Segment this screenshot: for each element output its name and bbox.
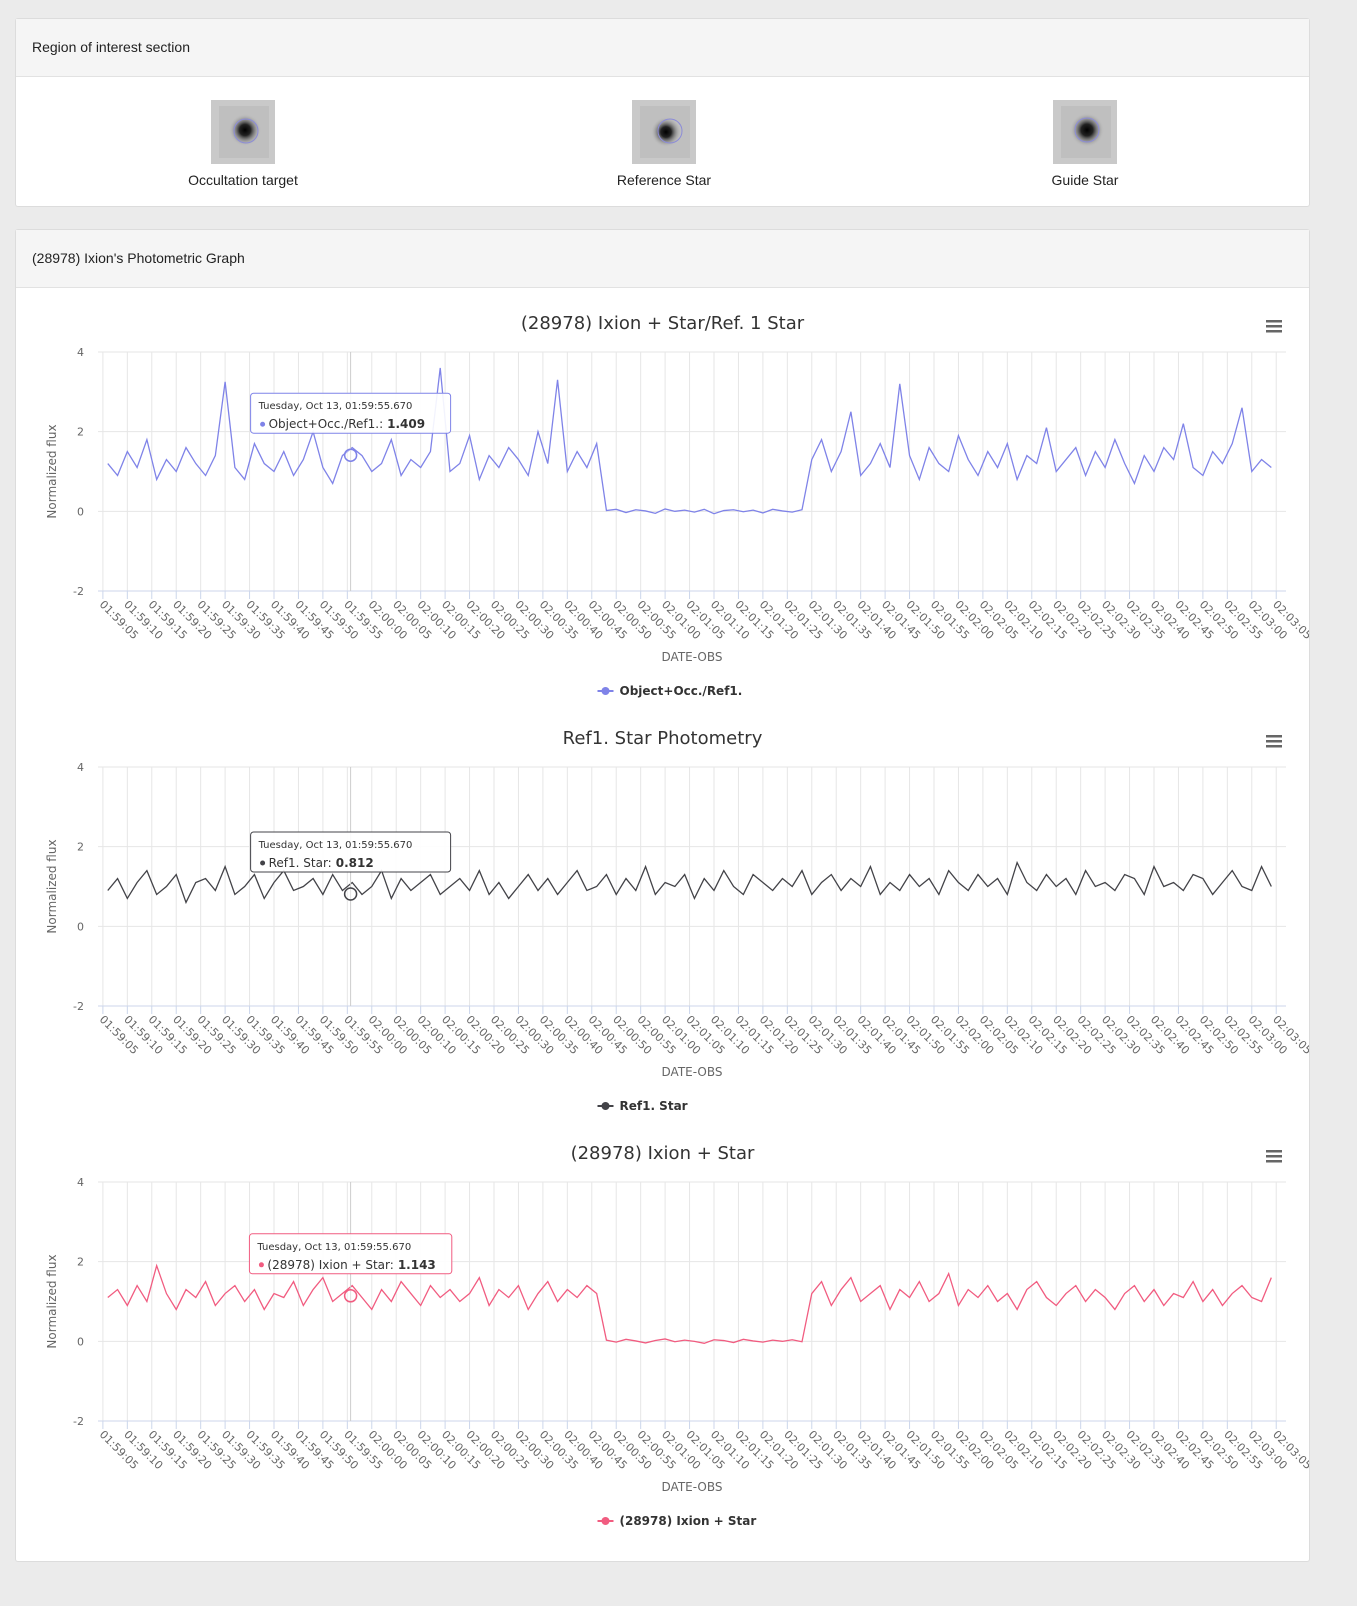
- hover-marker: [343, 1289, 358, 1303]
- y-tick-label: 4: [77, 761, 84, 774]
- menu-button[interactable]: [1266, 1150, 1282, 1163]
- legend-marker: [601, 687, 610, 695]
- menu-bar: [1266, 735, 1282, 738]
- menu-bar: [1266, 1155, 1282, 1158]
- tooltip-line: Object+Occ./Ref1.: 1.409: [269, 417, 426, 431]
- tooltip-label: Object+Occ./Ref1.:: [269, 417, 384, 431]
- roi-label: Occultation target: [188, 172, 298, 188]
- menu-bar: [1266, 320, 1282, 323]
- chart-title: Ref1. Star Photometry: [563, 728, 763, 749]
- hover-marker: [343, 448, 358, 462]
- tooltip-date: Tuesday, Oct 13, 01:59:55.670: [258, 840, 413, 851]
- y-tick-label: -2: [73, 1000, 84, 1013]
- legend-item[interactable]: Ref1. Star: [597, 1099, 688, 1113]
- y-tick-label: 2: [77, 1256, 84, 1269]
- menu-bar: [1266, 740, 1282, 743]
- data-line: [107, 1263, 1272, 1344]
- tooltip: Tuesday, Oct 13, 01:59:55.670 (28978) Ixi…: [248, 1233, 453, 1275]
- roi-thumbnail[interactable]: [1053, 100, 1117, 164]
- tooltip-box: [250, 392, 452, 434]
- menu-bar: [1266, 1160, 1282, 1163]
- chart-title: (28978) Ixion + Star: [571, 1143, 755, 1164]
- menu-bar: [1266, 745, 1282, 748]
- y-tick-label: 4: [77, 1176, 84, 1189]
- tooltip-value: 0.812: [336, 856, 374, 870]
- y-tick-label: 2: [77, 841, 84, 854]
- y-axis-title: Normalized flux: [45, 839, 59, 933]
- tooltip: Tuesday, Oct 13, 01:59:55.670 Object+Occ.…: [250, 392, 452, 434]
- x-axis-title: DATE-OBS: [662, 650, 723, 664]
- legend-marker: [601, 1102, 610, 1110]
- roi-item: Reference Star: [564, 100, 764, 188]
- legend-label: Object+Occ./Ref1.: [620, 684, 743, 698]
- legend-item[interactable]: (28978) Ixion + Star: [597, 1514, 757, 1528]
- menu-bar: [1266, 330, 1282, 333]
- legend-marker: [601, 1517, 610, 1525]
- y-tick-label: 0: [77, 1335, 84, 1348]
- roi-label: Guide Star: [1051, 172, 1119, 188]
- tooltip-bullet: [260, 860, 266, 866]
- x-axis-title: DATE-OBS: [662, 1065, 723, 1079]
- panel-title: (28978) Ixion's Photometric Graph: [16, 230, 1309, 288]
- tooltip-date: Tuesday, Oct 13, 01:59:55.670: [256, 1242, 411, 1253]
- y-tick-label: -2: [73, 585, 84, 598]
- legend-item[interactable]: Object+Occ./Ref1.: [597, 684, 743, 698]
- data-line: [107, 367, 1272, 515]
- tooltip-box: [250, 831, 452, 873]
- y-tick-label: 2: [77, 426, 84, 439]
- roi-thumbnail[interactable]: [211, 100, 275, 164]
- tooltip-box: [248, 1233, 453, 1275]
- roi-panel: Region of interest section Occultation t…: [15, 18, 1310, 207]
- legend-label: (28978) Ixion + Star: [620, 1514, 757, 1528]
- tooltip-value: 1.143: [398, 1258, 436, 1272]
- menu-bar: [1266, 325, 1282, 328]
- hover-marker: [343, 887, 358, 901]
- tooltip-bullet: [258, 1262, 264, 1268]
- menu-button[interactable]: [1266, 320, 1282, 333]
- chart: Ref1. Star Photometry01:59:0501:59:1001:…: [45, 728, 1309, 1113]
- tooltip-date: Tuesday, Oct 13, 01:59:55.670: [258, 401, 413, 412]
- graph-panel: (28978) Ixion's Photometric Graph (28978…: [15, 229, 1310, 1562]
- y-tick-label: 0: [77, 505, 84, 518]
- y-tick-label: -2: [73, 1415, 84, 1428]
- legend-label: Ref1. Star: [620, 1099, 688, 1113]
- y-tick-label: 4: [77, 346, 84, 359]
- tooltip-bullet: [260, 421, 266, 427]
- roi-label: Reference Star: [616, 172, 712, 188]
- chart: (28978) Ixion + Star/Ref. 1 Star01:59:05…: [45, 313, 1309, 698]
- roi-thumbnail[interactable]: [632, 100, 696, 164]
- tooltip-line: (28978) Ixion + Star: 1.143: [267, 1258, 435, 1272]
- y-axis-title: Normalized flux: [45, 424, 59, 518]
- x-axis-title: DATE-OBS: [662, 1480, 723, 1494]
- tooltip-value: 1.409: [387, 417, 425, 431]
- menu-button[interactable]: [1266, 735, 1282, 748]
- tooltip-label: (28978) Ixion + Star:: [267, 1258, 393, 1272]
- roi-item: Guide Star: [985, 100, 1185, 188]
- chart: (28978) Ixion + Star01:59:0501:59:1001:5…: [45, 1143, 1309, 1528]
- data-line: [107, 860, 1272, 905]
- panel-title: Region of interest section: [16, 19, 1309, 77]
- y-tick-label: 0: [77, 920, 84, 933]
- menu-bar: [1266, 1150, 1282, 1153]
- tooltip: Tuesday, Oct 13, 01:59:55.670 Ref1. Star:…: [250, 831, 452, 873]
- tooltip-label: Ref1. Star:: [269, 856, 332, 870]
- chart-title: (28978) Ixion + Star/Ref. 1 Star: [521, 313, 805, 334]
- tooltip-line: Ref1. Star: 0.812: [269, 856, 374, 870]
- y-axis-title: Normalized flux: [45, 1254, 59, 1348]
- roi-item: Occultation target: [143, 100, 343, 188]
